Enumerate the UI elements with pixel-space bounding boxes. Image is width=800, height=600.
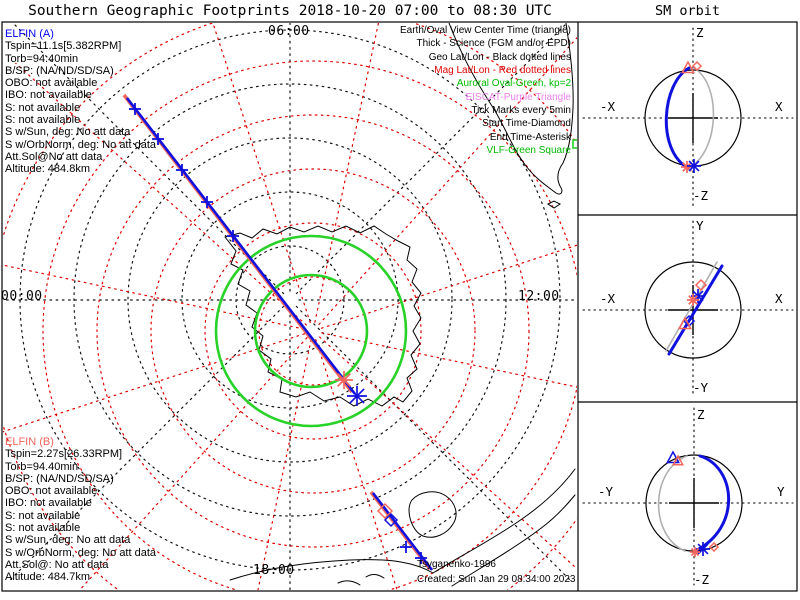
info-line: Att.Sol@No att data — [5, 150, 103, 163]
info-line: Torb=94.40min — [5, 460, 79, 473]
sm-orbit-title: SM orbit — [654, 3, 721, 19]
p3-axis-right: Y — [777, 484, 785, 499]
legend-line: Start Time-Diamond — [482, 118, 571, 130]
p2-axis-bottom: -Y — [693, 380, 709, 395]
legend-line: EISCAT-Purple Triangle — [465, 91, 571, 103]
p3-axis-bottom: -Z — [694, 572, 710, 587]
p1-axis-right: X — [775, 99, 783, 114]
legend-line: Tick Marks every 5min — [471, 105, 571, 117]
info-line: S w/Sun, deg: No att data — [5, 534, 131, 547]
clock-label-18: 18:00 — [253, 563, 295, 578]
info-line: S: not available — [5, 509, 81, 522]
p2-axis-right: X — [775, 291, 783, 306]
p2-axis-top: Y — [696, 218, 704, 233]
map-layer — [3, 23, 577, 590]
legend-line: Auroral Oval-Green, kp=2 — [456, 78, 571, 90]
info-line: S w/OrbNorm, deg: No att data — [5, 546, 157, 559]
info-line: Tspin=2.27s[26.33RPM] — [5, 448, 123, 461]
clock-label-00: 00:00 — [1, 289, 43, 304]
info-line: S w/Sun, deg: No att data — [5, 126, 131, 139]
p3-axis-left: -Y — [598, 484, 614, 499]
created-annotation: Created: Sun Jan 29 08:34:00 2023 — [417, 574, 576, 585]
info-line: IBO: not available — [5, 89, 92, 102]
legend-line: VLF-Green Square — [486, 145, 572, 157]
model-annotation: Tsyganenko-1996 — [417, 559, 496, 570]
info-line: Altitude: 484.8km — [5, 163, 90, 176]
legend-line: Mag Lat/Lon - Red dotted lines — [434, 65, 571, 77]
clock-label-06: 06:00 — [268, 24, 310, 39]
p1-axis-bottom: -Z — [693, 188, 709, 203]
info-line: Att.Sol@: No att data — [5, 558, 109, 571]
p1-axis-left: -X — [600, 99, 616, 114]
info-line: S: not available — [5, 522, 81, 535]
info-line: B/SP: (NA/ND/SD/SA) — [5, 64, 114, 77]
orbit-panel-YZ — [582, 407, 794, 586]
p3-axis-top: Z — [697, 407, 705, 422]
info-line: Torb=94.40min — [5, 52, 79, 65]
clock-label-12: 12:00 — [518, 289, 560, 304]
info-line: S: not available — [5, 114, 81, 127]
legend-line: End Time-Asterisk — [489, 131, 571, 143]
orbit-panel-XY — [582, 220, 794, 397]
info-line: Altitude: 484.7km — [5, 571, 90, 584]
info-line: S: not available — [5, 101, 81, 114]
map-legend: Earth/Oval View Center Time (triangle) T… — [400, 24, 571, 157]
elfin-a-info: ELFIN (A) Tspin=11.1s[5.382RPM] Torb=94.… — [5, 28, 156, 176]
outer-frame — [1, 21, 798, 592]
info-line: Tspin=11.1s[5.382RPM] — [5, 40, 122, 53]
elfin-a-title: ELFIN (A) — [5, 28, 54, 40]
legend-line: Thick - Science (FGM and/or EPD) — [416, 38, 571, 50]
p2-axis-left: -X — [600, 291, 616, 306]
info-line: OBO: not available — [5, 485, 98, 498]
elfin-b-title: ELFIN (B) — [5, 436, 54, 448]
elfin-b-info: ELFIN (B) Tspin=2.27s[26.33RPM] Torb=94.… — [5, 436, 156, 584]
info-line: S w/OrbNorm, deg: No att data — [5, 138, 157, 151]
info-line: OBO: not available — [5, 77, 98, 90]
orbit-panel-XZ — [582, 27, 794, 210]
page-title: Southern Geographic Footprints 2018-10-2… — [28, 3, 552, 19]
info-line: B/SP: (NA/ND/SD/SA) — [5, 472, 114, 485]
legend-line: Earth/Oval View Center Time (triangle) — [400, 25, 571, 36]
p1-axis-top: Z — [696, 25, 704, 40]
info-line: IBO: not available — [5, 497, 92, 510]
legend-line: Geo Lat/Lon - Black dotted lines — [428, 51, 571, 63]
